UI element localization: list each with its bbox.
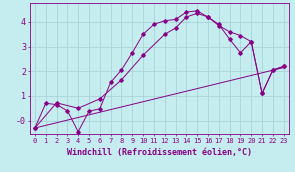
X-axis label: Windchill (Refroidissement éolien,°C): Windchill (Refroidissement éolien,°C) (67, 148, 252, 157)
